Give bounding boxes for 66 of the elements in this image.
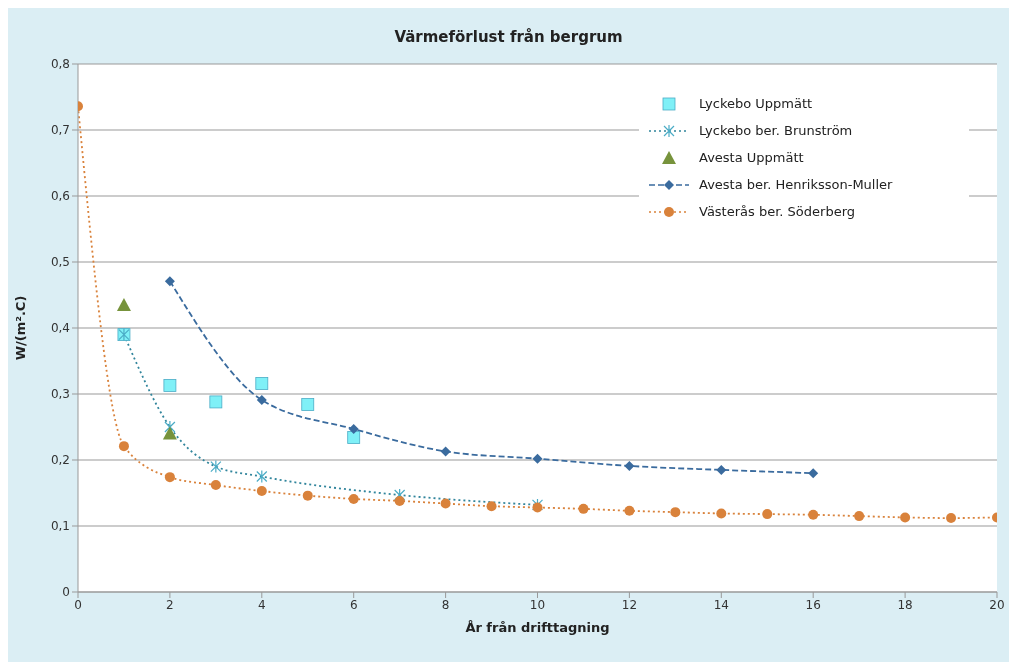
x-tick-label: 12 (621, 597, 638, 612)
point (808, 468, 819, 479)
x-tick-label: 16 (805, 597, 821, 612)
x-tick-label: 2 (166, 597, 174, 612)
y-tick-label: 0,1 (50, 519, 70, 534)
point (256, 486, 267, 497)
legend-label: Lyckebo Uppmätt (699, 96, 813, 111)
x-tick-label: 6 (349, 597, 358, 612)
point (162, 426, 177, 440)
y-axis-title: W/(m².C) (12, 295, 28, 361)
point (210, 460, 222, 474)
y-tick-label: 0,5 (50, 255, 70, 270)
point (348, 493, 359, 504)
y-tick-label: 0,6 (50, 189, 70, 204)
point (670, 507, 681, 518)
legend-label: Avesta ber. Henriksson-Muller (699, 177, 893, 192)
point (946, 513, 957, 524)
point (302, 490, 313, 501)
point (486, 501, 497, 512)
point (716, 508, 727, 519)
point (900, 512, 911, 523)
chart-title: Värmeförlust från bergrum (393, 28, 624, 46)
point (256, 394, 267, 405)
point (440, 446, 451, 457)
point (578, 503, 589, 514)
point (624, 505, 635, 516)
point (808, 509, 819, 520)
point (440, 498, 451, 509)
point (116, 297, 131, 311)
y-tick-label: 0,2 (50, 453, 70, 468)
point (163, 379, 177, 392)
point (255, 377, 269, 390)
point (118, 441, 129, 452)
point (394, 488, 406, 502)
point (624, 460, 635, 471)
x-tick-label: 8 (441, 597, 450, 612)
legend-label: Avesta Uppmätt (699, 150, 804, 165)
x-tick-label: 4 (257, 597, 266, 612)
x-tick-label: 0 (74, 597, 82, 612)
x-tick-label: 10 (529, 597, 546, 612)
point (301, 398, 315, 411)
x-tick-label: 20 (989, 597, 1005, 612)
point (762, 509, 773, 520)
legend-label: Västerås ber. Söderberg (699, 204, 856, 219)
y-tick-label: 0 (62, 585, 70, 600)
point (854, 511, 865, 522)
point (532, 453, 543, 464)
point (164, 276, 175, 287)
point (394, 495, 405, 506)
point (256, 469, 268, 484)
point (164, 472, 175, 483)
point (348, 423, 359, 434)
x-tick-label: 14 (713, 597, 729, 612)
x-axis-title: År från drifttagning (465, 620, 610, 635)
x-tick-label: 18 (897, 597, 913, 612)
point (209, 395, 223, 409)
point (532, 502, 543, 513)
point (164, 420, 176, 434)
y-tick-label: 0,7 (50, 123, 70, 138)
y-tick-label: 0,3 (50, 387, 70, 402)
point (347, 431, 361, 444)
legend-label: Lyckebo ber. Brunström (699, 123, 853, 138)
y-tick-label: 0,8 (50, 57, 70, 72)
point (210, 480, 221, 491)
point (716, 464, 727, 475)
y-tick-label: 0,4 (50, 321, 70, 336)
